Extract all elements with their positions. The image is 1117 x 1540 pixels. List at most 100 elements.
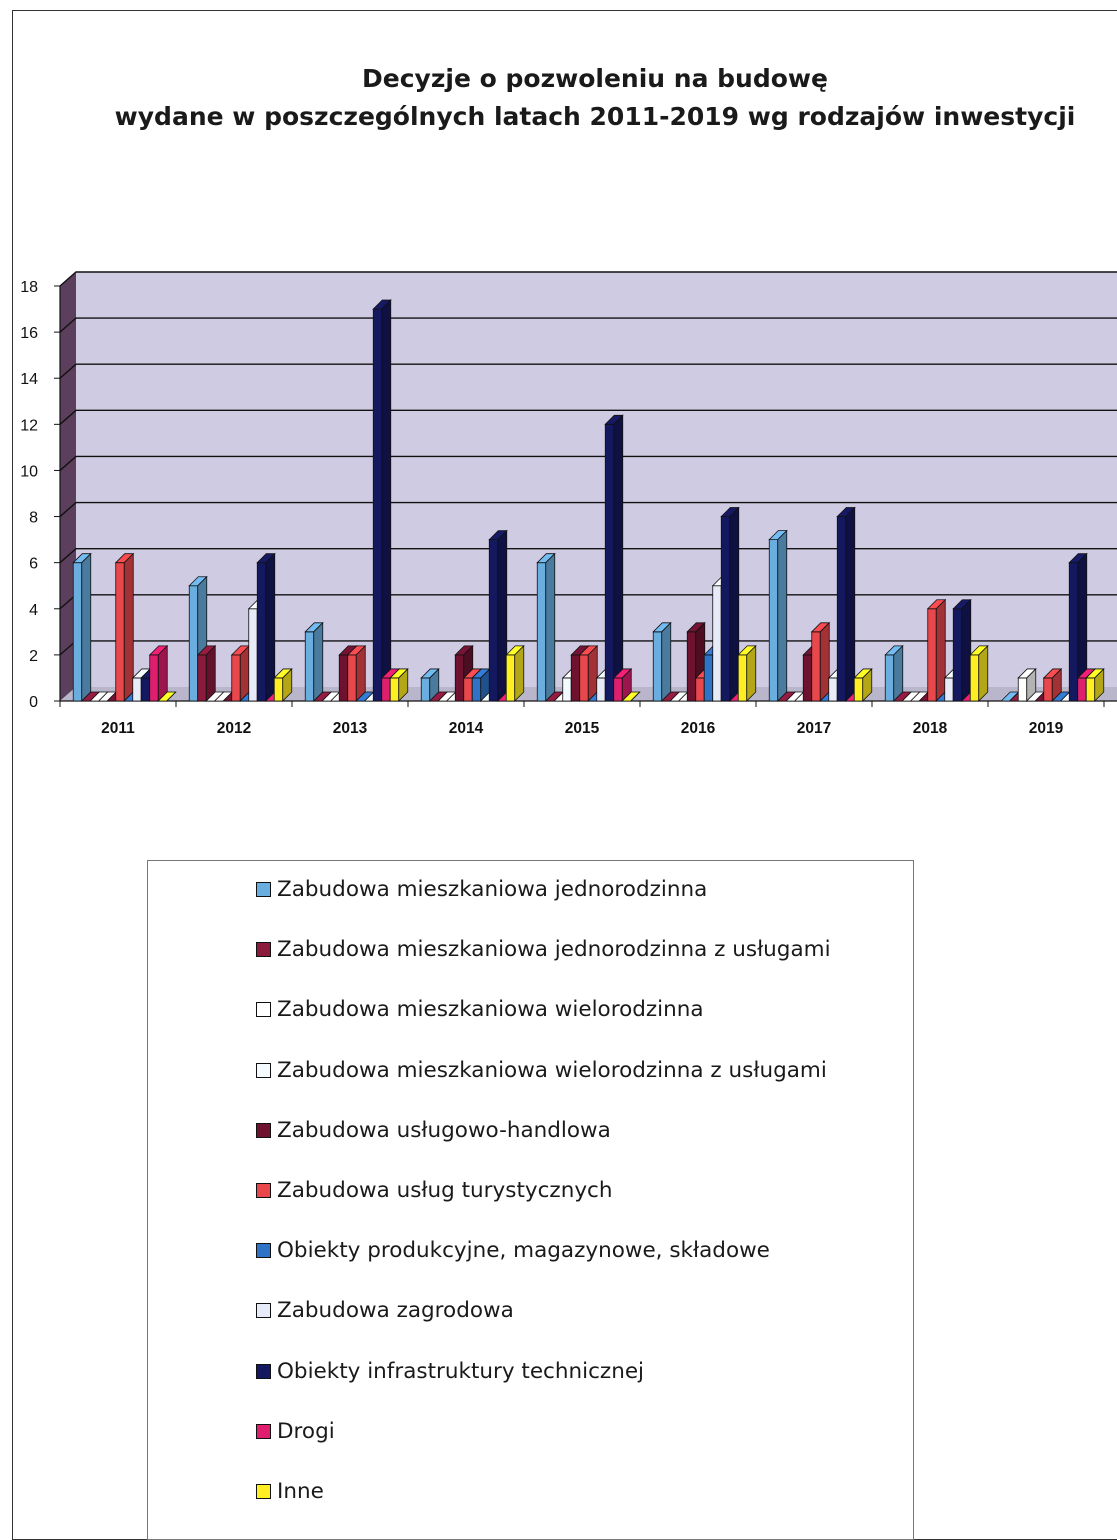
- bar-side-2015-s8: [613, 414, 624, 702]
- bar-side-2017-s10: [862, 667, 873, 702]
- chart-title-line-2: wydane w poszczególnych latach 2011-2019…: [114, 102, 1076, 131]
- y-tick-label: 16: [20, 325, 38, 342]
- legend-swatch: [256, 1243, 271, 1259]
- bar-2015-s0: [536, 562, 547, 702]
- bar-2016-s10: [737, 654, 748, 702]
- legend-item: Drogi: [256, 1419, 335, 1444]
- bar-2015-s8: [604, 423, 615, 702]
- y-tick-label: 10: [20, 463, 38, 480]
- bar-side-2015-s5: [587, 644, 598, 702]
- legend-item: Zabudowa mieszkaniowa wielorodzinna: [256, 997, 704, 1022]
- legend-item: Obiekty produkcyjne, magazynowe, składow…: [256, 1238, 770, 1263]
- bar-2014-s6: [471, 677, 482, 702]
- bar-2011-s5: [115, 562, 125, 702]
- legend-swatch: [256, 1363, 271, 1379]
- bar-side-2012-s10: [282, 667, 293, 702]
- bar-2016-s6: [703, 654, 714, 702]
- legend-item: Zabudowa mieszkaniowa jednorodzinna: [256, 877, 707, 902]
- y-tick-label: 8: [29, 510, 38, 527]
- chart-title: Decyzje o pozwoleniu na budowę wydane w …: [0, 60, 1117, 136]
- x-tick-label: 2017: [797, 720, 831, 737]
- legend-swatch: [256, 882, 271, 897]
- bar-2016-s4: [686, 631, 697, 702]
- bar-2011-s8: [140, 677, 151, 702]
- x-tick-label: 2015: [565, 720, 600, 737]
- bar-side-2013-s8: [381, 299, 392, 702]
- gridline: [59, 271, 1117, 287]
- bar-2017-s7: [828, 677, 838, 702]
- bar-side-2017-s8: [845, 506, 856, 702]
- y-tick-label: 2: [29, 648, 38, 665]
- gridline: [59, 455, 1117, 471]
- bar-side-2012-s1: [205, 644, 216, 702]
- bar-side-2012-s5: [239, 644, 250, 702]
- legend-swatch: [256, 1303, 271, 1319]
- bar-side-2016-s8: [729, 506, 740, 702]
- bar-2013-s10: [389, 677, 400, 702]
- x-tick-label: 2011: [101, 720, 135, 737]
- y-tick-label: 12: [20, 417, 38, 434]
- bar-2012-s0: [188, 585, 199, 702]
- legend-item: Zabudowa mieszkaniowa wielorodzinna z us…: [256, 1058, 827, 1083]
- bar-side-2018-s0: [893, 644, 904, 702]
- bar-2017-s10: [853, 677, 864, 702]
- bar-side-2017-s5: [819, 621, 830, 702]
- bar-2018-s10: [969, 654, 980, 702]
- legend-label: Zabudowa usług turystycznych: [277, 1178, 613, 1203]
- legend-swatch: [256, 1423, 271, 1439]
- bar-side-2011-s9: [157, 644, 168, 702]
- bar-2011-s7: [132, 677, 142, 702]
- legend-label: Zabudowa usługowo-handlowa: [277, 1117, 611, 1143]
- bar-side-2013-s0: [313, 621, 324, 702]
- legend-label: Obiekty produkcyjne, magazynowe, składow…: [277, 1238, 770, 1264]
- bar-2017-s4: [802, 654, 813, 702]
- bar-2012-s1: [197, 654, 207, 702]
- chart-legend: Zabudowa mieszkaniowa jednorodzinna Zabud…: [147, 860, 914, 1540]
- bar-side-2018-s10: [978, 644, 989, 702]
- bar-side-2011-s10: [166, 691, 177, 702]
- bar-2019-s5: [1043, 677, 1053, 702]
- legend-label: Obiekty infrastruktury technicznej: [277, 1358, 645, 1384]
- bar-2017-s8: [836, 516, 847, 702]
- legend-swatch: [256, 1122, 271, 1138]
- y-tick-label: 18: [20, 279, 38, 296]
- legend-label: Inne: [277, 1479, 324, 1504]
- legend-item: Zabudowa usług turystycznych: [256, 1178, 613, 1203]
- bar-2011-s0: [72, 562, 83, 702]
- bar-2017-s5: [811, 631, 821, 702]
- legend-label: Zabudowa zagrodowa: [277, 1298, 514, 1324]
- bar-side-2018-s5: [935, 598, 946, 702]
- gridline: [59, 501, 1117, 518]
- bar-2019-s8: [1068, 562, 1079, 702]
- bar-2013-s9: [381, 677, 391, 702]
- x-tick-label: 2018: [913, 720, 948, 737]
- legend-item: Zabudowa mieszkaniowa jednorodzinna z us…: [256, 937, 831, 962]
- x-tick-label: 2016: [681, 720, 716, 737]
- gridline: [59, 317, 1117, 333]
- bar-side-2012-s8: [265, 552, 276, 702]
- legend-swatch: [256, 1484, 271, 1499]
- legend-label: Drogi: [277, 1418, 335, 1444]
- bar-2014-s5: [463, 677, 473, 702]
- bar-2013-s4: [338, 654, 349, 702]
- legend-label: Zabudowa mieszkaniowa wielorodzinna: [277, 997, 704, 1023]
- y-tick-label: 6: [29, 556, 38, 573]
- bar-2013-s5: [347, 654, 357, 702]
- legend-swatch: [256, 1183, 271, 1198]
- bar-side-2013-s5: [355, 644, 366, 702]
- legend-label: Zabudowa mieszkaniowa wielorodzinna z us…: [277, 1057, 827, 1083]
- bar-side-2011-s5: [123, 552, 134, 702]
- bar-2014-s4: [454, 654, 465, 702]
- bar-side-2015-s10: [630, 691, 641, 702]
- bar-side-2011-s0: [81, 552, 92, 702]
- gridline: [59, 409, 1117, 425]
- bar-2011-s9: [149, 654, 159, 702]
- bar-chart: 0 2 4 6 8 10 12 14 16 18 2011 2012 2013 2014 2015 2016 2…: [20, 271, 1117, 737]
- bar-2016-s7: [712, 585, 722, 702]
- bar-2014-s8: [488, 539, 499, 702]
- legend-item: Obiekty infrastruktury technicznej: [256, 1359, 644, 1384]
- bar-2012-s8: [256, 562, 267, 702]
- bar-2014-s10: [505, 654, 516, 702]
- legend-swatch: [256, 1062, 271, 1078]
- bar-2015-s5: [579, 654, 589, 702]
